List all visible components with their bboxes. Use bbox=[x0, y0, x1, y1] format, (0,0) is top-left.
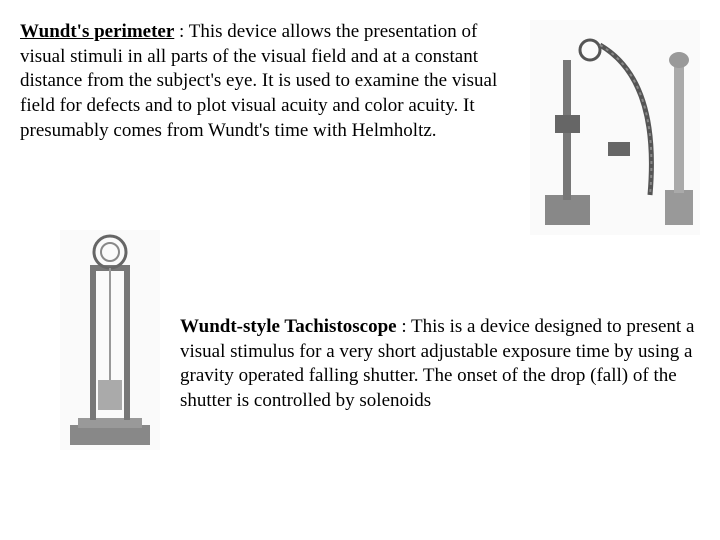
tachistoscope-figure bbox=[60, 230, 160, 450]
entry-title: Wundt-style Tachistoscope bbox=[180, 316, 397, 337]
entry-tachistoscope-text: Wundt-style Tachistoscope : This is a de… bbox=[160, 255, 700, 414]
perimeter-figure bbox=[530, 20, 700, 235]
tachistoscope-icon bbox=[60, 230, 160, 450]
entry-tachistoscope: Wundt-style Tachistoscope : This is a de… bbox=[20, 255, 700, 450]
entry-perimeter: Wundt's perimeter : This device allows t… bbox=[20, 20, 700, 235]
entry-title: Wundt's perimeter bbox=[20, 21, 174, 42]
entry-perimeter-text: Wundt's perimeter : This device allows t… bbox=[20, 20, 530, 143]
separator: : bbox=[397, 316, 411, 337]
perimeter-icon bbox=[530, 20, 700, 235]
separator: : bbox=[174, 21, 188, 42]
